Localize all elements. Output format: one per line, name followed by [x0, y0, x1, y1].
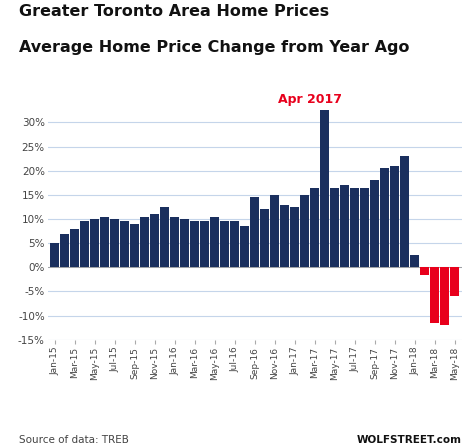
Bar: [60, 233, 69, 267]
Bar: [280, 205, 289, 267]
Bar: [310, 188, 319, 267]
Bar: [140, 217, 149, 267]
Bar: [410, 255, 419, 267]
Bar: [320, 110, 329, 267]
Bar: [380, 169, 389, 267]
Bar: [100, 217, 109, 267]
Bar: [170, 217, 179, 267]
Bar: [440, 267, 449, 325]
Bar: [270, 195, 279, 267]
Bar: [390, 166, 399, 267]
Bar: [250, 197, 259, 267]
Text: Apr 2017: Apr 2017: [278, 93, 342, 105]
Bar: [230, 221, 239, 267]
Text: Greater Toronto Area Home Prices: Greater Toronto Area Home Prices: [19, 4, 329, 20]
Bar: [50, 243, 59, 267]
Text: Source of data: TREB: Source of data: TREB: [19, 435, 129, 445]
Bar: [330, 188, 339, 267]
Bar: [420, 267, 429, 274]
Bar: [350, 188, 359, 267]
Bar: [120, 221, 129, 267]
Bar: [110, 219, 119, 267]
Bar: [400, 156, 409, 267]
Bar: [80, 221, 89, 267]
Bar: [300, 195, 309, 267]
Bar: [340, 185, 349, 267]
Bar: [180, 219, 189, 267]
Bar: [360, 188, 369, 267]
Bar: [210, 217, 219, 267]
Bar: [260, 209, 269, 267]
Bar: [70, 229, 79, 267]
Text: Average Home Price Change from Year Ago: Average Home Price Change from Year Ago: [19, 40, 409, 55]
Bar: [450, 267, 459, 296]
Bar: [240, 226, 249, 267]
Bar: [130, 224, 139, 267]
Bar: [150, 214, 159, 267]
Bar: [220, 221, 229, 267]
Bar: [160, 207, 169, 267]
Text: WOLFSTREET.com: WOLFSTREET.com: [357, 435, 462, 445]
Bar: [90, 219, 99, 267]
Bar: [190, 221, 199, 267]
Bar: [430, 267, 439, 323]
Bar: [200, 221, 209, 267]
Bar: [370, 181, 379, 267]
Bar: [290, 207, 299, 267]
